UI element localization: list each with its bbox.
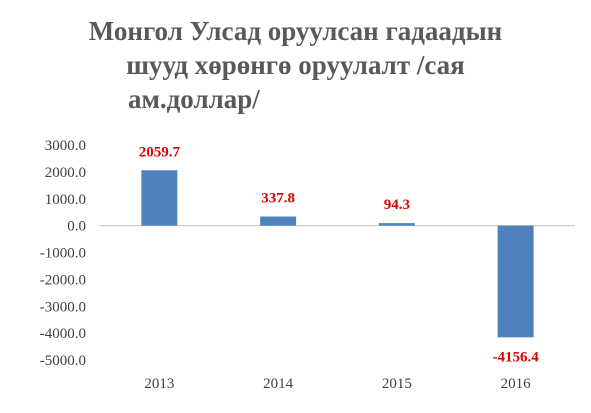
- y-tick-label: -2000.0: [40, 272, 86, 288]
- y-tick-label: 0.0: [67, 219, 86, 235]
- x-tick-label-2014: 2014: [263, 376, 294, 392]
- bar-2014: [260, 216, 297, 226]
- bar-2015: [378, 223, 415, 226]
- y-tick-label: -4000.0: [40, 326, 86, 342]
- bar-2013: [141, 170, 178, 226]
- x-tick-label-2015: 2015: [382, 376, 412, 392]
- y-tick-label: -1000.0: [40, 246, 86, 262]
- chart-title-line-2: шууд хөрөнгө оруулалт /сая: [126, 50, 465, 80]
- data-label-2013: 2059.7: [139, 144, 181, 160]
- chart-title: Монгол Улсад оруулсан гадаадын шууд хөрө…: [0, 14, 591, 116]
- x-tick-label-2016: 2016: [501, 376, 532, 392]
- chart-title-line-3: ам.доллар/: [128, 84, 260, 114]
- y-tick-label: 1000.0: [45, 192, 86, 208]
- x-tick-label-2013: 2013: [144, 376, 174, 392]
- y-tick-label: -3000.0: [40, 299, 86, 315]
- y-tick-label: 3000.0: [45, 138, 86, 154]
- data-label-2016: -4156.4: [493, 349, 540, 365]
- y-tick-label: 2000.0: [45, 165, 86, 181]
- chart-title-line-1: Монгол Улсад оруулсан гадаадын: [88, 16, 503, 46]
- data-label-2015: 94.3: [384, 197, 410, 213]
- bar-2016: [497, 225, 534, 338]
- data-label-2014: 337.8: [261, 191, 295, 207]
- y-tick-label: -5000.0: [40, 353, 86, 369]
